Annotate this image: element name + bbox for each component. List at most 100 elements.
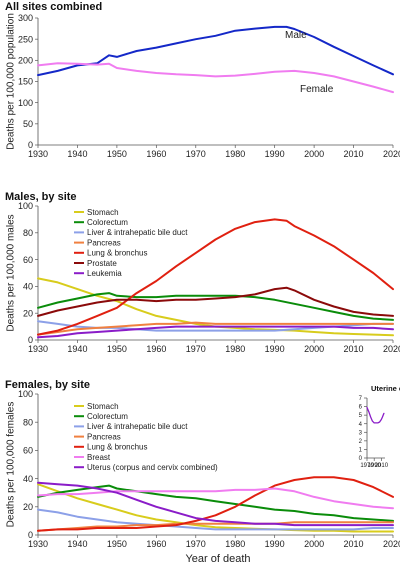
x-tick-label: 1930 <box>28 344 48 354</box>
series-line-colorectum <box>37 292 394 321</box>
x-tick-label: 1990 <box>265 149 285 159</box>
x-axis-label: Year of death <box>185 553 250 565</box>
series-line-uterus-corpus-and-cervix-combined <box>37 481 394 527</box>
series-line-breast <box>37 487 394 510</box>
y-tick-label: 1 <box>359 448 363 454</box>
y-tick-label: 0 <box>28 335 33 345</box>
series-line-leukemia <box>37 325 394 339</box>
x-tick-label: 1970 <box>360 463 374 469</box>
x-tick-label: 1950 <box>107 539 127 549</box>
x-tick-label: 1940 <box>67 539 87 549</box>
y-tick-label: 200 <box>18 55 33 65</box>
legend-label-lung-bronchus: Lung & bronchus <box>87 443 148 452</box>
x-tick-label: 1970 <box>186 539 206 549</box>
series-line-pancreas <box>37 521 394 532</box>
y-tick-label: 0 <box>28 140 33 150</box>
x-tick-label: 1930 <box>28 149 48 159</box>
x-tick-label: 1990 <box>265 539 285 549</box>
legend-label-pancreas: Pancreas <box>87 432 121 441</box>
x-tick-label: 1990 <box>265 344 285 354</box>
legend-label-prostate: Prostate <box>87 259 117 268</box>
x-tick-label: 1980 <box>225 344 245 354</box>
legend-label-stomach: Stomach <box>87 402 119 411</box>
legend-label-liver-intrahepatic-bile-duct: Liver & intrahepatic bile duct <box>87 422 188 431</box>
y-tick-label: 6 <box>359 405 363 411</box>
x-tick-label: 2000 <box>304 539 324 549</box>
y-tick-label: 3 <box>359 430 363 436</box>
y-tick-label: 60 <box>23 446 33 456</box>
x-tick-label: 1960 <box>146 539 166 549</box>
y-tick-label: 100 <box>18 389 33 399</box>
y-tick-label: 80 <box>23 417 33 427</box>
series-line-liver-intrahepatic-bile-duct <box>37 508 394 531</box>
chart-title: Males, by site <box>5 191 77 203</box>
x-tick-label: 2010 <box>344 344 364 354</box>
x-tick-label: 2000 <box>304 344 324 354</box>
x-tick-label: 2010 <box>375 463 389 469</box>
x-tick-label: 1930 <box>28 539 48 549</box>
legend-label-breast: Breast <box>87 453 111 462</box>
y-tick-label: 100 <box>18 201 33 211</box>
y-tick-label: 40 <box>23 282 33 292</box>
x-tick-label: 1990 <box>368 463 382 469</box>
series-line-lung-bronchus <box>37 476 394 532</box>
x-tick-label: 1960 <box>146 344 166 354</box>
y-tick-label: 80 <box>23 228 33 238</box>
series-line-prostate <box>37 286 394 317</box>
x-tick-label: 2000 <box>304 149 324 159</box>
legend-label-uterus-corpus-and-cervix-combined: Uterus (corpus and cervix combined) <box>87 463 218 472</box>
x-tick-label: 1950 <box>107 344 127 354</box>
y-axis-label: Deaths per 100,000 males <box>6 214 17 331</box>
y-tick-label: 150 <box>18 77 33 87</box>
y-tick-label: 0 <box>359 456 363 462</box>
x-tick-label: 1970 <box>186 344 206 354</box>
y-tick-label: 100 <box>18 98 33 108</box>
series-line-stomach <box>37 483 394 533</box>
y-tick-label: 20 <box>23 308 33 318</box>
y-tick-label: 300 <box>18 13 33 23</box>
y-tick-label: 4 <box>359 422 363 428</box>
chart-title: Uterine corpus <box>371 384 400 393</box>
x-tick-label: 2010 <box>344 149 364 159</box>
legend-label-stomach: Stomach <box>87 208 119 217</box>
x-tick-label: 1980 <box>225 149 245 159</box>
y-tick-label: 40 <box>23 474 33 484</box>
series-line-lung-bronchus <box>37 218 394 336</box>
legend-label-colorectum: Colorectum <box>87 412 128 421</box>
y-tick-label: 5 <box>359 413 363 419</box>
series-label-female: Female <box>300 84 334 95</box>
legend-label-colorectum: Colorectum <box>87 218 128 227</box>
y-tick-label: 2 <box>359 439 363 445</box>
chart-title: All sites combined <box>5 1 102 13</box>
y-tick-label: 0 <box>28 530 33 540</box>
x-tick-label: 1940 <box>67 344 87 354</box>
legend-label-liver-intrahepatic-bile-duct: Liver & intrahepatic bile duct <box>87 228 188 237</box>
x-tick-label: 1970 <box>186 149 206 159</box>
y-tick-label: 50 <box>23 119 33 129</box>
panel-males-by-site: Males, by site Deaths per 100,000 males 19… <box>5 191 400 354</box>
x-tick-label: 1960 <box>146 149 166 159</box>
series-label-male: Male <box>285 30 307 41</box>
series-line-colorectum <box>37 484 394 522</box>
legend-label-leukemia: Leukemia <box>87 269 122 278</box>
y-axis-label: Deaths per 100,000 females <box>6 402 17 528</box>
inset-background <box>357 384 400 470</box>
series-line-male <box>37 25 394 77</box>
y-tick-label: 60 <box>23 255 33 265</box>
series-line-pancreas <box>37 321 394 336</box>
legend-label-lung-bronchus: Lung & bronchus <box>87 249 148 258</box>
y-tick-label: 7 <box>359 396 363 402</box>
y-tick-label: 250 <box>18 34 33 44</box>
chart-title: Females, by site <box>5 379 90 391</box>
panel-females-by-site: Females, by site Deaths per 100,000 femal… <box>5 379 400 549</box>
y-tick-label: 20 <box>23 502 33 512</box>
x-tick-label: 2010 <box>344 539 364 549</box>
series-line-female <box>37 62 394 94</box>
legend-label-pancreas: Pancreas <box>87 238 121 247</box>
